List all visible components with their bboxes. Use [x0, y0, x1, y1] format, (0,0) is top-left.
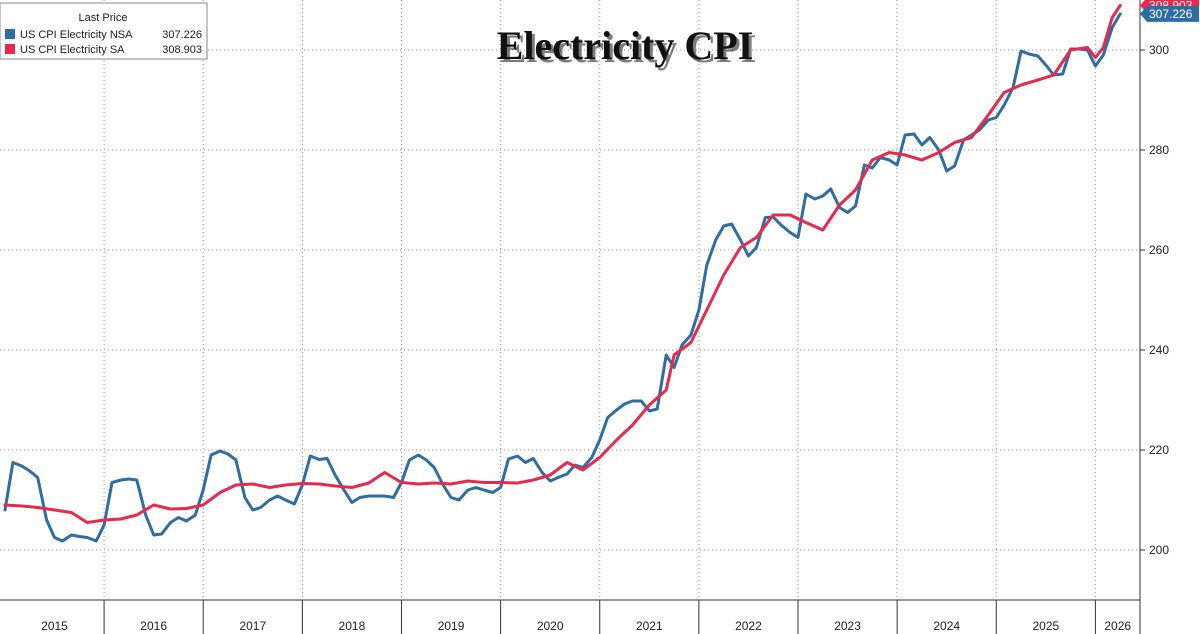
- y-tick-label: 240: [1149, 343, 1169, 357]
- x-tick-label: 2016: [140, 619, 167, 633]
- series-line-sa: [3, 4, 1122, 524]
- title-group: Electricity CPI Electricity CPI: [497, 23, 757, 71]
- chart-title: Electricity CPI: [497, 23, 754, 68]
- x-tick-label: 2026: [1104, 619, 1131, 633]
- grid: [0, 0, 1140, 600]
- legend: Last Price US CPI Electricity NSA 307.22…: [0, 2, 208, 60]
- x-tick-label: 2025: [1032, 619, 1059, 633]
- y-tick-label: 200: [1149, 543, 1169, 557]
- y-tick-label: 300: [1149, 43, 1169, 57]
- x-tick-label: 2020: [537, 619, 564, 633]
- legend-swatch-sa: [5, 44, 15, 54]
- legend-label-nsa: US CPI Electricity NSA: [20, 29, 133, 41]
- y-tick-label: 220: [1149, 443, 1169, 457]
- last-value-tag-nsa-shape: [1140, 5, 1199, 22]
- legend-label-sa: US CPI Electricity SA: [20, 44, 125, 56]
- chart-title-shadow: Electricity CPI: [500, 26, 757, 71]
- legend-swatch-nsa: [5, 29, 15, 39]
- y-tick-label: 260: [1149, 243, 1169, 257]
- x-tick-label: 2018: [339, 619, 366, 633]
- legend-value-sa: 308.903: [162, 44, 202, 56]
- series-layer: [3, 4, 1122, 543]
- last-value-tag-nsa-label: 307.226: [1149, 7, 1193, 21]
- legend-box: [0, 2, 208, 60]
- x-tick-label: 2022: [735, 619, 762, 633]
- x-tick-label: 2023: [834, 619, 861, 633]
- series-line-nsa: [3, 12, 1122, 543]
- last-value-tag-nsa: 307.226: [1140, 5, 1199, 22]
- legend-value-nsa: 307.226: [162, 29, 202, 41]
- y-tick-label: 280: [1149, 143, 1169, 157]
- x-tick-label: 2021: [636, 619, 663, 633]
- x-tick-label: 2017: [239, 619, 266, 633]
- legend-heading: Last Price: [79, 12, 128, 24]
- x-tick-label: 2024: [933, 619, 960, 633]
- x-tick-label: 2019: [438, 619, 465, 633]
- x-tick-label: 2015: [41, 619, 68, 633]
